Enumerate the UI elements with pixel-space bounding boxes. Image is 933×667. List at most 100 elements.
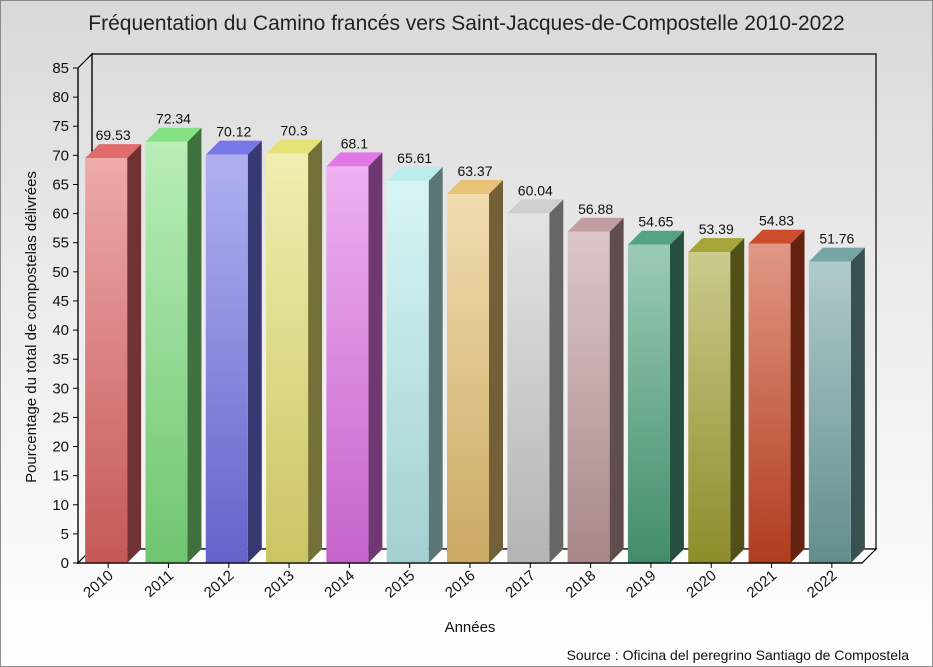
y-tick-label: 70: [52, 147, 69, 164]
y-tick-label: 40: [52, 322, 69, 339]
y-tick-label: 35: [52, 351, 69, 368]
y-tick-label: 80: [52, 89, 69, 106]
bar-top: [627, 230, 684, 245]
bar-side: [368, 152, 383, 563]
y-tick-label: 75: [52, 118, 69, 135]
bar-front: [748, 243, 791, 564]
x-tick-label: 2022: [804, 567, 840, 601]
bar-2020: 53.39: [688, 221, 745, 563]
bar-2015: 65.61: [386, 150, 443, 564]
bar-2018: 56.88: [567, 201, 624, 564]
bar-value-label: 70.3: [280, 123, 307, 139]
bar-front: [808, 261, 851, 563]
y-axis-label: Pourcentage du total de compostelas déli…: [23, 171, 40, 483]
bar-2017: 60.04: [507, 182, 564, 564]
y-tick-label: 85: [52, 60, 69, 77]
x-tick-label: 2010: [80, 567, 116, 601]
bar-top: [567, 217, 624, 232]
y-tick-label: 15: [52, 468, 69, 485]
bar-2012: 70.12: [205, 124, 262, 563]
bar-value-label: 69.53: [96, 127, 131, 143]
bar-side: [127, 144, 142, 563]
y-tick-label: 30: [52, 380, 69, 397]
x-tick-label: 2013: [261, 567, 297, 601]
bar-top: [326, 152, 383, 167]
bar-front: [326, 166, 369, 563]
bar-value-label: 63.37: [457, 163, 492, 179]
bar-value-label: 68.1: [341, 135, 368, 151]
bar-top: [447, 179, 503, 194]
y-tick-label: 5: [61, 526, 69, 543]
bar-front: [266, 153, 309, 563]
bar-side: [609, 217, 624, 564]
bar-top: [808, 247, 865, 262]
bar-value-label: 65.61: [397, 150, 432, 166]
bar-side: [790, 229, 805, 564]
bar-side: [669, 230, 684, 563]
bar-side: [489, 179, 503, 563]
bar-value-label: 53.39: [699, 221, 734, 237]
bar-front: [145, 141, 188, 563]
bar-2022: 51.76: [808, 231, 865, 564]
bar-front: [447, 193, 489, 563]
y-tick-label: 60: [52, 206, 69, 223]
x-axis-label: Années: [445, 619, 496, 636]
bar-front: [627, 244, 670, 563]
bar-front: [567, 231, 610, 564]
bar-front: [85, 158, 128, 563]
x-tick-label: 2014: [321, 567, 357, 601]
bar-side: [187, 127, 202, 563]
bar-side: [549, 199, 564, 564]
bar-top: [145, 127, 202, 142]
bar-value-label: 54.65: [638, 214, 673, 230]
bar-side: [428, 166, 443, 564]
bar-top: [386, 166, 443, 181]
bar-2011: 72.34: [145, 111, 202, 563]
y-tick-label: 45: [52, 293, 69, 310]
bar-value-label: 51.76: [819, 231, 854, 247]
bar-value-label: 56.88: [578, 201, 613, 217]
y-tick-label: 65: [52, 176, 69, 193]
y-tick-label: 20: [52, 439, 69, 456]
x-tick-label: 2016: [442, 567, 478, 601]
chart-title: Fréquentation du Camino francés vers Sai…: [88, 12, 845, 35]
x-tick-label: 2012: [201, 567, 237, 601]
y-tick-label: 55: [52, 235, 69, 252]
bar-side: [308, 139, 323, 563]
bar-value-label: 72.34: [156, 111, 191, 127]
x-tick-label: 2020: [683, 567, 719, 601]
bar-top: [507, 199, 564, 214]
bar-2014: 68.1: [326, 135, 383, 563]
y-tick-label: 0: [61, 555, 69, 572]
x-tick-label: 2018: [563, 567, 599, 601]
bar-value-label: 70.12: [216, 124, 251, 140]
x-tick-label: 2019: [623, 567, 659, 601]
bars: 69.53 72.34 70.12 70.3 68.1 65.61 63.37 60.04 56…: [85, 111, 865, 564]
y-axis: 0 5 10 15 20 25 30 35 40 45 50 55 60 65 70 75 80 85: [52, 60, 79, 572]
y-tick-label: 10: [52, 497, 69, 514]
bar-side: [850, 247, 865, 564]
y-tick-label: 25: [52, 409, 69, 426]
bar-side: [730, 238, 745, 563]
bar-2016: 63.37: [447, 163, 503, 563]
x-tick-label: 2017: [502, 567, 538, 601]
bar-value-label: 54.83: [759, 213, 794, 229]
bar-top: [85, 144, 142, 159]
y-tick-label: 50: [52, 264, 69, 281]
bar-front: [205, 154, 248, 563]
source-note: Source : Oficina del peregrino Santiago …: [566, 647, 909, 663]
bar-value-label: 60.04: [518, 182, 553, 198]
x-tick-label: 2015: [382, 567, 418, 601]
bar-top: [748, 229, 805, 244]
bar-front: [688, 252, 731, 563]
bar-front: [386, 180, 429, 564]
bar-top: [266, 139, 323, 154]
x-tick-label: 2011: [141, 567, 177, 601]
bar-2010: 69.53: [85, 127, 142, 563]
bar-2019: 54.65: [627, 214, 684, 563]
bar-2013: 70.3: [266, 123, 323, 563]
bar-2021: 54.83: [748, 213, 805, 564]
bar-top: [205, 140, 262, 155]
x-tick-label: 2021: [744, 567, 780, 601]
